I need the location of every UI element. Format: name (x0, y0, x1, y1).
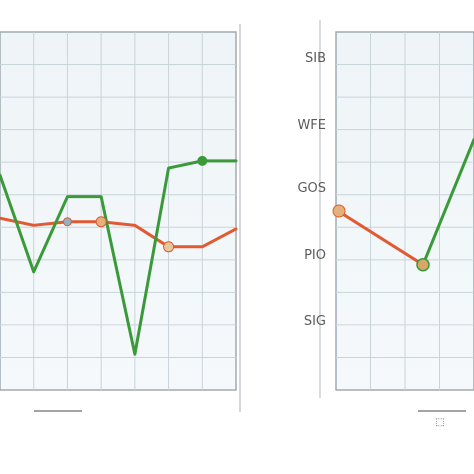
right-grid (336, 32, 474, 390)
left-marker (197, 155, 208, 166)
right-y-tick-label: WFE (297, 118, 326, 133)
left-marker (95, 216, 107, 228)
right-y-tick-label: SIG (304, 314, 326, 329)
bottom-axis: ⬚ (34, 410, 466, 428)
right-y-tick-label: GOS (297, 181, 326, 196)
left-plot-area (0, 31, 237, 391)
right-series-green-line (421, 137, 474, 267)
left-marker (62, 217, 72, 227)
right-series-group (332, 137, 474, 272)
right-y-tick-label: SIB (305, 51, 326, 66)
left-marker (163, 241, 175, 253)
right-series-orange-line (336, 209, 425, 267)
right-y-tick-label: PIO (304, 248, 326, 263)
right-chart-panel: SIB WFE GOS PIO SIG (297, 20, 474, 398)
left-grid (0, 32, 236, 390)
right-marker-mid (416, 257, 430, 272)
bottom-label-5: ⬚ (435, 417, 444, 428)
right-marker-start (332, 204, 346, 218)
left-series-orange-line (0, 216, 238, 249)
left-chart-panel (0, 24, 241, 412)
left-series-green-line (0, 159, 238, 356)
left-series-group (0, 155, 238, 356)
right-y-ticks: SIB WFE GOS PIO SIG (297, 51, 326, 329)
